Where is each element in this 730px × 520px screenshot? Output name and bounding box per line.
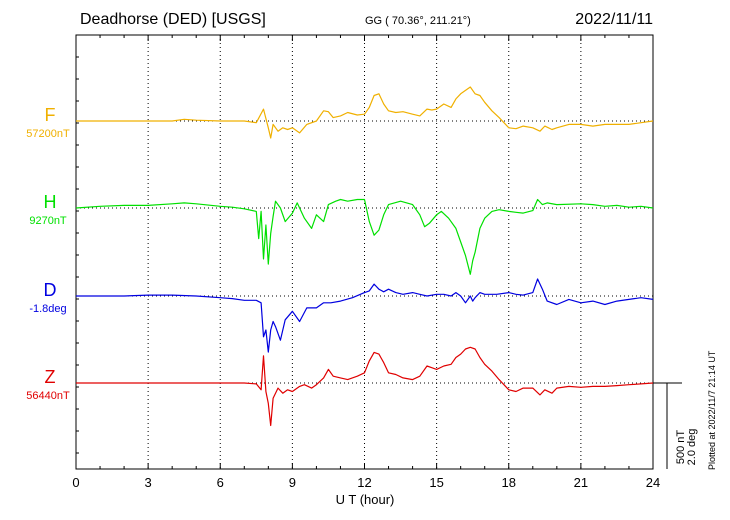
channel-baseline-D: -1.8deg bbox=[29, 303, 66, 315]
coords-label: GG ( 70.36°, 211.21°) bbox=[365, 15, 471, 27]
series-lines bbox=[75, 86, 654, 427]
x-tick-label: 18 bbox=[502, 475, 516, 490]
scale-nt-label: 500 nT bbox=[675, 430, 687, 465]
date-label: 2022/11/11 bbox=[575, 11, 653, 28]
series-line-Z bbox=[76, 346, 654, 427]
channel-name-Z: Z bbox=[45, 367, 56, 387]
channel-baseline-Z: 56440nT bbox=[26, 390, 70, 402]
series-line-F bbox=[76, 86, 654, 139]
x-tick-label: 6 bbox=[217, 475, 224, 490]
series-line-D bbox=[76, 278, 654, 353]
channel-baseline-F: 57200nT bbox=[26, 128, 70, 140]
plotted-note: Plotted at 2022/11/7 21:14 UT bbox=[707, 350, 717, 470]
x-tick-labels: 0 3 6 9 12 15 18 21 24 bbox=[72, 475, 660, 490]
channel-name-H: H bbox=[44, 192, 57, 212]
x-tick-label: 0 bbox=[72, 475, 79, 490]
series-line-H bbox=[75, 198, 654, 275]
x-tick-label: 3 bbox=[145, 475, 152, 490]
vertical-grid bbox=[147, 35, 582, 469]
x-ticks bbox=[75, 34, 654, 469]
x-tick-label: 12 bbox=[357, 475, 371, 490]
x-tick-label: 21 bbox=[574, 475, 588, 490]
x-axis-label: U T (hour) bbox=[336, 492, 395, 507]
station-title: Deadhorse (DED) [USGS] bbox=[80, 11, 266, 28]
channel-baseline-H: 9270nT bbox=[29, 215, 67, 227]
channel-name-D: D bbox=[44, 280, 57, 300]
channel-name-F: F bbox=[45, 105, 56, 125]
x-tick-label: 9 bbox=[289, 475, 296, 490]
scale-bar: 500 nT 2.0 deg bbox=[653, 382, 698, 469]
x-tick-label: 24 bbox=[646, 475, 660, 490]
channel-labels: F 57200nT H 9270nT D -1.8deg Z 56440nT bbox=[26, 105, 70, 402]
x-tick-label: 15 bbox=[429, 475, 443, 490]
scale-deg-label: 2.0 deg bbox=[686, 429, 698, 466]
